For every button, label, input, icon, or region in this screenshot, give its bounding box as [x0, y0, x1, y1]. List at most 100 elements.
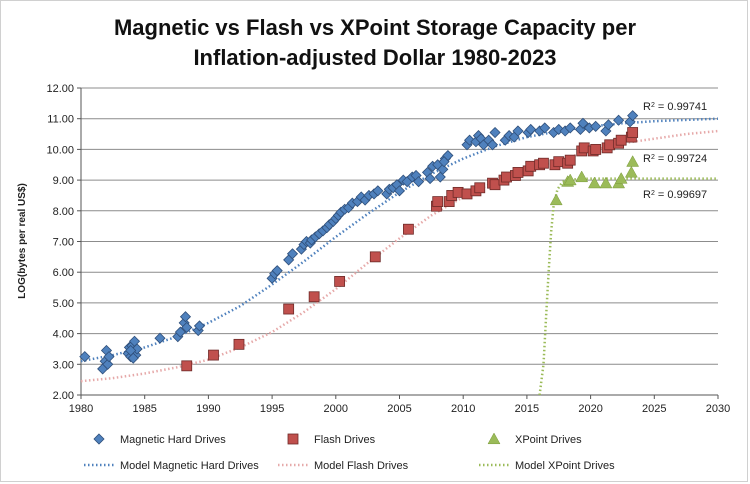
magnetic-point [179, 311, 192, 323]
flash-point [181, 360, 193, 372]
axis-layer: 2.00 3.00 4.00 5.00 6.00 7.00 8.00 9.00 10.00 11.… [46, 83, 730, 415]
chart-title-line-1: Magnetic vs Flash vs XPoint Storage Capa… [114, 15, 636, 40]
x-tick-label: 2020 [578, 403, 602, 415]
flash-point [283, 303, 295, 315]
magnetic-point [590, 120, 602, 132]
magnetic-point [193, 320, 206, 332]
x-tick-label: 1995 [260, 403, 284, 415]
x-tick-label: 2010 [451, 403, 475, 415]
model-line [80, 129, 719, 383]
flash-point [489, 179, 501, 191]
xpoint-point [587, 176, 601, 189]
flash-point [432, 196, 444, 207]
y-tick-label: 9.00 [53, 175, 74, 187]
flash-point [538, 157, 549, 169]
x-tick-label: 2005 [387, 403, 411, 415]
flash-point [233, 338, 245, 350]
magnetic-point [613, 114, 625, 126]
y-tick-label: 2.00 [53, 390, 74, 402]
flash-point [564, 154, 576, 166]
legend-marker [487, 432, 501, 445]
y-tick-label: 12.00 [46, 83, 74, 95]
magnetic-point [102, 358, 114, 370]
xpoint-point [563, 173, 577, 186]
grid-layer [81, 87, 718, 365]
xpoint-point [575, 170, 589, 183]
xpoint-point [624, 165, 638, 178]
magnetic-point [103, 351, 115, 363]
legend-label: XPoint Drives [515, 434, 582, 446]
legend-layer: Magnetic Hard Drives Flash Drives XPoint D… [84, 432, 615, 472]
model-line [538, 177, 718, 396]
magnetic-point [125, 344, 137, 357]
magnetic-point [181, 321, 193, 334]
magnetic-point [286, 248, 299, 260]
y-tick-label: 4.00 [53, 329, 74, 341]
r2-label: R2 = 0.99724 [643, 153, 707, 165]
magnetic-point [424, 172, 436, 185]
flash-point [553, 156, 565, 168]
magnetic-point [539, 122, 551, 134]
r2-label: R2 = 0.99697 [643, 189, 707, 201]
legend-label: Model XPoint Drives [515, 460, 615, 472]
flash-point [208, 349, 219, 361]
y-tick-label: 3.00 [53, 359, 74, 371]
y-axis-label: LOG(bytes per real US$) [17, 183, 28, 299]
magnetic-point [372, 185, 384, 197]
magnetic-point [489, 126, 501, 139]
flash-point [525, 160, 537, 172]
y-tick-label: 11.00 [47, 114, 74, 126]
point-layer [79, 110, 640, 375]
flash-point [308, 291, 320, 303]
flash-point [334, 276, 346, 287]
x-tick-label: 1990 [196, 403, 220, 415]
r2-label: R2 = 0.99741 [643, 101, 707, 113]
flash-point [512, 167, 524, 178]
magnetic-point [271, 265, 283, 277]
magnetic-point [627, 110, 639, 122]
magnetic-point [577, 117, 589, 129]
x-tick-label: 2025 [642, 403, 666, 415]
magnetic-point [154, 332, 166, 344]
x-tick-label: 2000 [324, 403, 348, 415]
legend-marker [287, 433, 299, 445]
xpoint-point [549, 193, 563, 206]
magnetic-point [127, 352, 139, 364]
flash-point [627, 127, 639, 138]
chart-title-line-2: Inflation-adjusted Dollar 1980-2023 [193, 45, 556, 70]
magnetic-point [525, 123, 537, 136]
xpoint-point [614, 172, 628, 184]
model-layer [80, 117, 719, 396]
legend-label: Model Flash Drives [314, 460, 409, 472]
x-tick-label: 1985 [132, 403, 156, 415]
x-tick-label: 1980 [69, 403, 93, 415]
magnetic-point [602, 119, 615, 131]
legend-label: Model Magnetic Hard Drives [120, 460, 259, 472]
flash-point [615, 134, 627, 146]
xpoint-point [599, 176, 613, 189]
xpoint-point [626, 155, 640, 167]
y-tick-label: 8.00 [53, 206, 74, 218]
magnetic-point [413, 176, 425, 188]
magnetic-point [438, 156, 450, 168]
flash-point [578, 142, 590, 154]
x-tick-label: 2015 [515, 403, 539, 415]
magnetic-point [393, 185, 406, 197]
flash-point [501, 171, 512, 183]
magnetic-point [512, 125, 524, 137]
flash-point [403, 223, 414, 235]
magnetic-point [486, 139, 499, 151]
legend-marker [93, 433, 105, 445]
magnetic-point [79, 351, 91, 363]
y-tick-label: 10.00 [46, 144, 74, 156]
magnetic-point [174, 326, 186, 338]
magnetic-point [437, 163, 449, 175]
flash-point [461, 188, 473, 200]
legend-label: Magnetic Hard Drives [120, 434, 226, 446]
y-tick-label: 5.00 [53, 298, 74, 310]
flash-point [590, 143, 602, 155]
r2-layer: R2 = 0.99741 R2 = 0.99724 R2 = 0.99697 [643, 101, 707, 201]
y-tick-label: 7.00 [53, 237, 74, 249]
flash-point [452, 186, 464, 198]
